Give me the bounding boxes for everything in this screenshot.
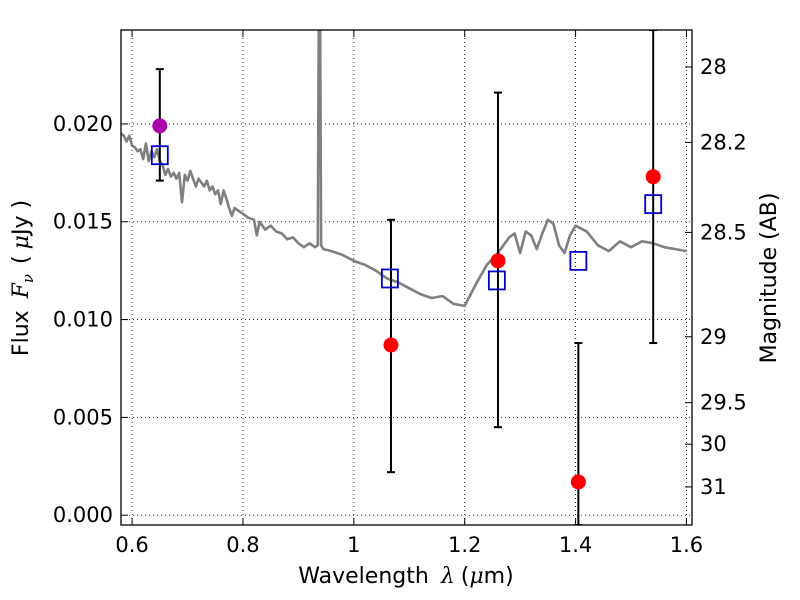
y-axis-label: FluxFν(μJy ) <box>9 200 37 356</box>
x-axis-label: Wavelength λ (μm) <box>298 564 513 589</box>
model-photometry-markers <box>150 145 663 291</box>
y2-tick-label: 30 <box>700 432 727 456</box>
y2-tick-label: 31 <box>700 475 727 499</box>
observed-flux-point <box>490 253 506 269</box>
y2-tick-label: 28 <box>700 55 727 79</box>
x-tick-label: 1.6 <box>670 533 703 557</box>
y2-tick-label: 28.5 <box>700 220 747 244</box>
observed-flux-point <box>645 169 661 185</box>
x-tick-label: 0.6 <box>115 533 148 557</box>
y-tick-label: 0.015 <box>53 210 113 234</box>
x-tick-label: 0.8 <box>226 533 259 557</box>
observed-flux-point <box>152 118 168 134</box>
y2-tick-label: 29.5 <box>700 391 747 415</box>
y-tick-label: 0.005 <box>53 405 113 429</box>
y-tick-label: 0.000 <box>53 503 113 527</box>
model-photometry-square <box>644 194 663 215</box>
plot-content <box>121 30 687 525</box>
observed-flux-point <box>383 337 399 353</box>
plot-frame <box>120 29 693 526</box>
model-photometry-square <box>569 250 588 271</box>
y2-tick-label: 29 <box>700 325 727 349</box>
grid-lines <box>121 30 692 525</box>
model-photometry-square <box>150 145 169 166</box>
observed-flux-point <box>570 474 586 490</box>
model-photometry-square <box>380 268 399 289</box>
model-spectrum-line <box>121 30 687 308</box>
x-tick-label: 1.4 <box>559 533 592 557</box>
axis-ticks: 0.6 0.8 1 1.2 1.4 1.6 0.000 0.005 0.010 0.015 0.02… <box>53 30 747 557</box>
model-photometry-square <box>487 270 506 291</box>
x-tick-label: 1 <box>347 533 360 557</box>
y-tick-label: 0.010 <box>53 308 113 332</box>
observed-flux-markers <box>152 118 661 490</box>
y-tick-label: 0.020 <box>53 112 113 136</box>
y2-axis-label: Magnitude (AB) <box>757 193 782 364</box>
x-tick-label: 1.2 <box>448 533 481 557</box>
y2-tick-label: 28.2 <box>700 130 747 154</box>
